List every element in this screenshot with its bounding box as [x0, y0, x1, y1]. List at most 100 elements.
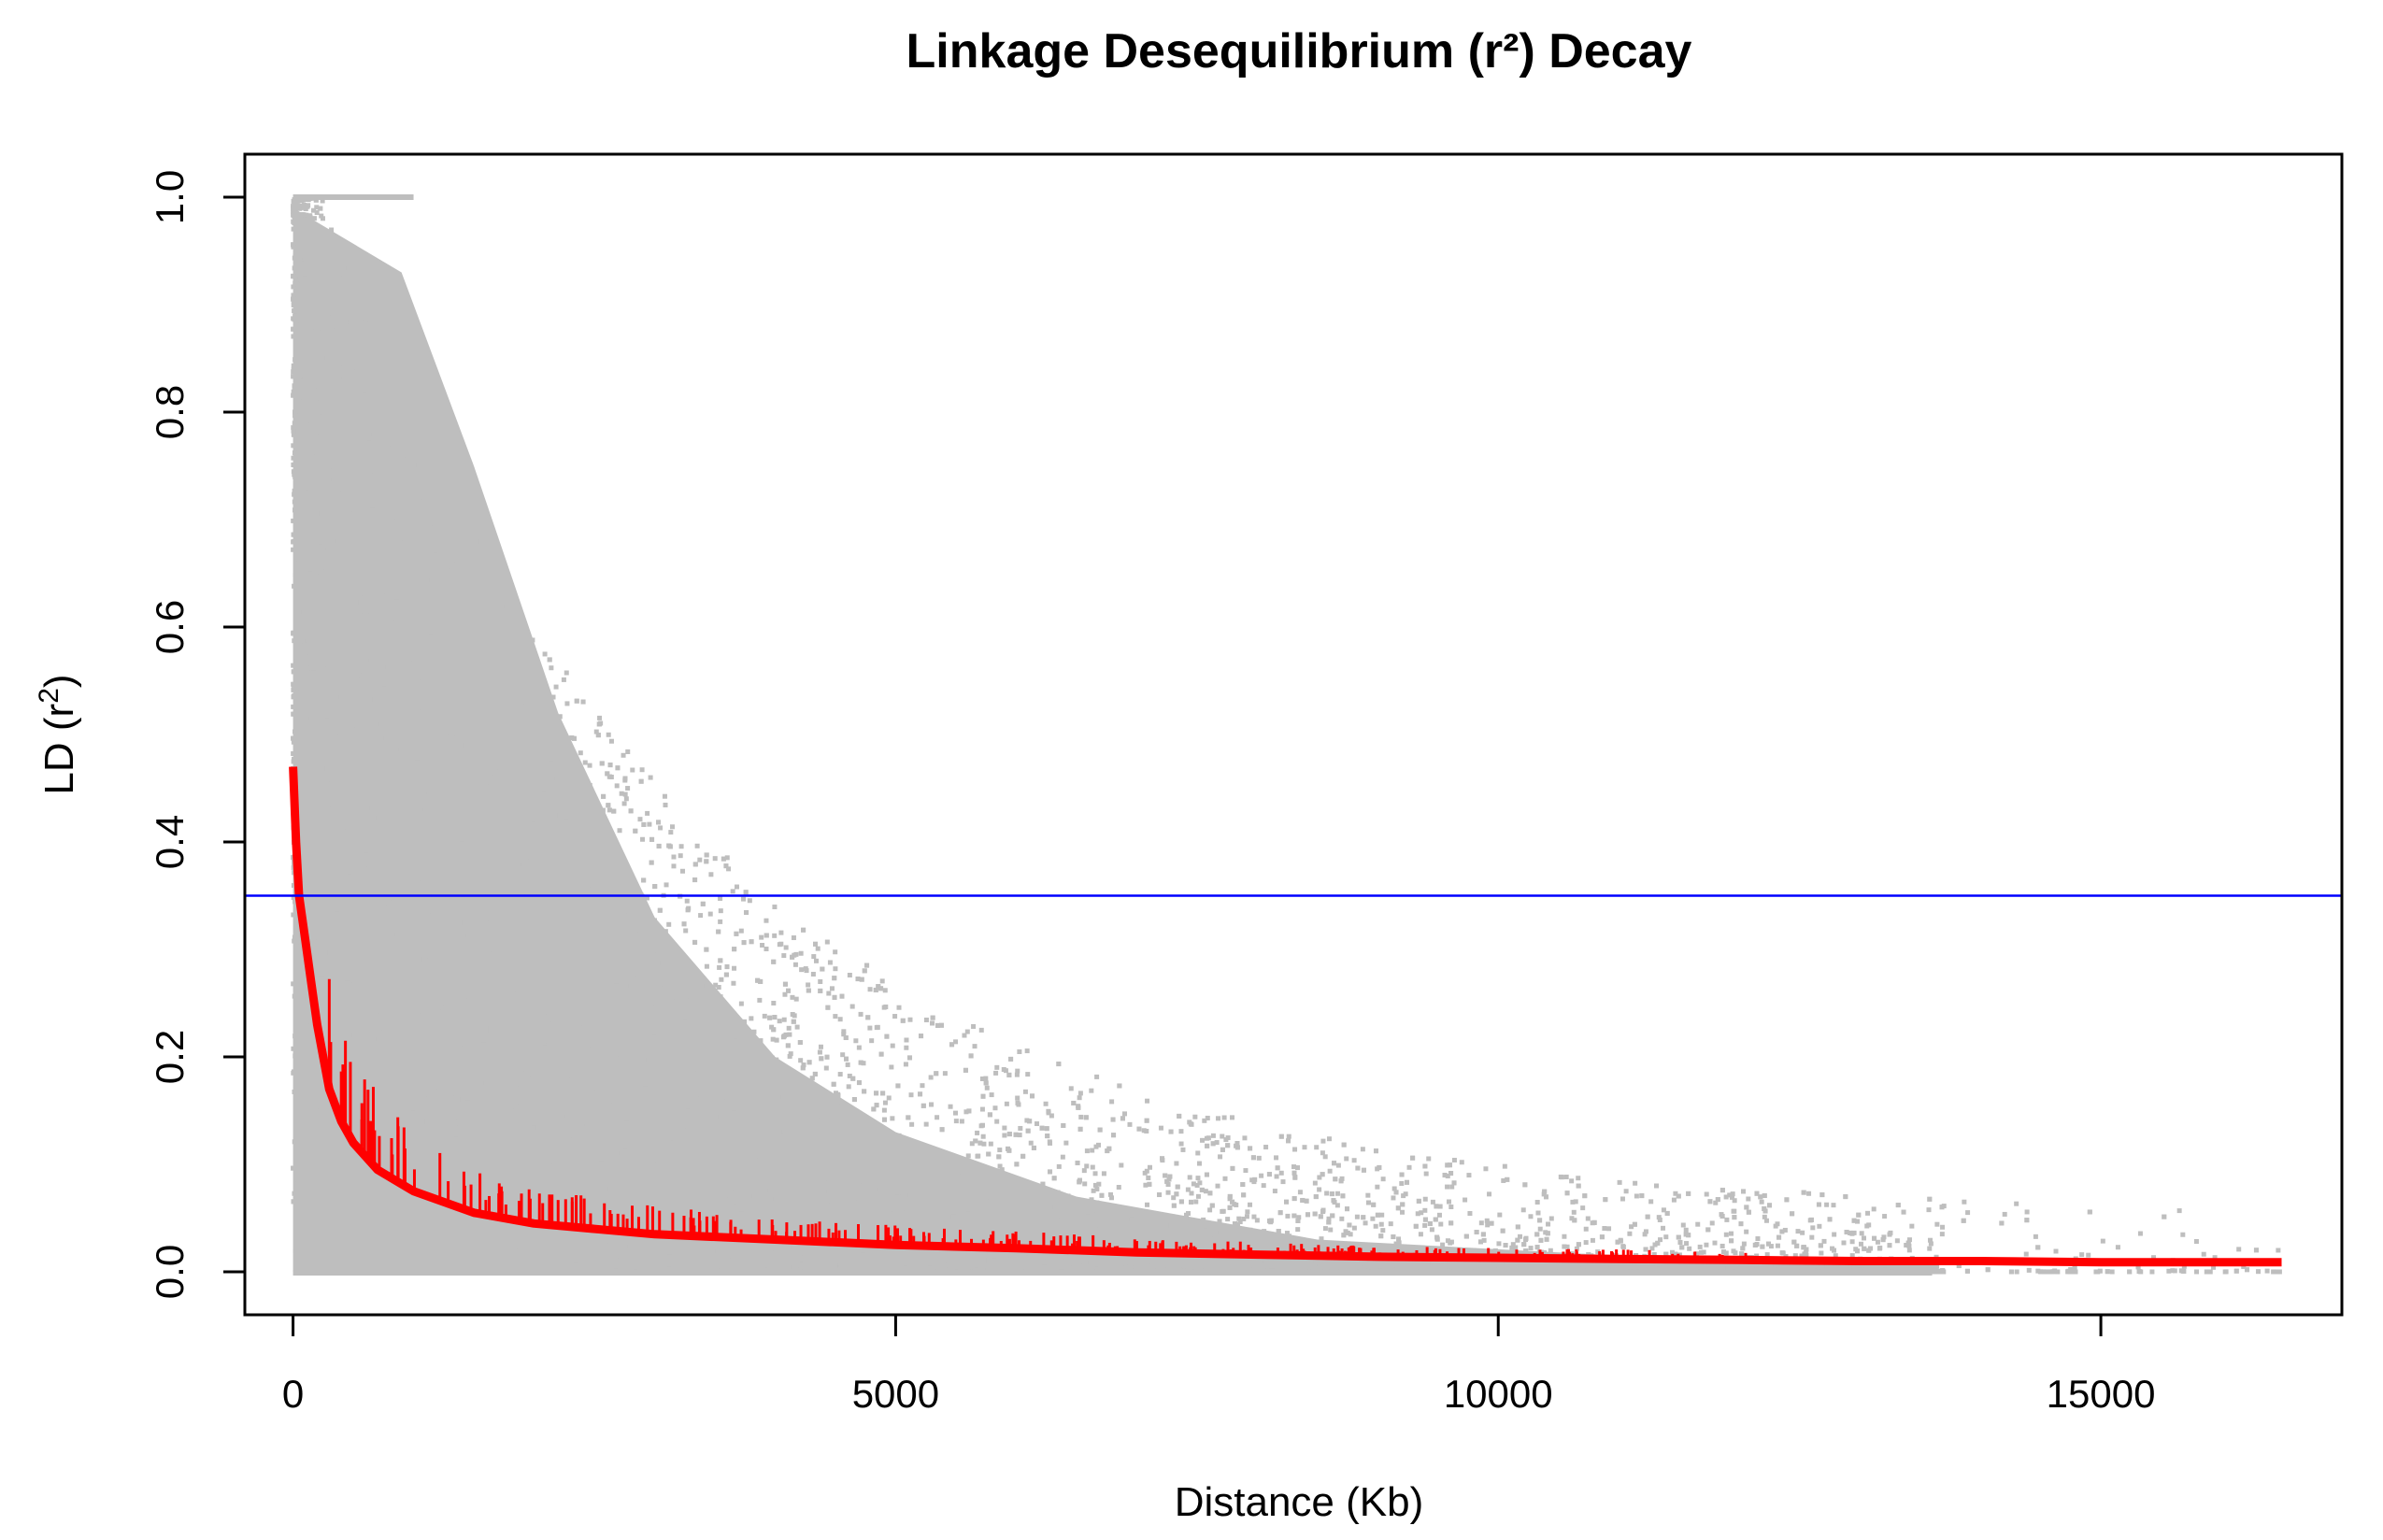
scatter-point	[1141, 1128, 1147, 1134]
scatter-point	[2079, 1252, 2085, 1258]
scatter-point	[1406, 1164, 1412, 1170]
scatter-point	[1351, 1225, 1357, 1231]
scatter-point	[448, 1231, 453, 1236]
scatter-point	[392, 411, 397, 417]
scatter-point	[639, 1261, 645, 1266]
scatter-point	[1831, 1203, 1836, 1208]
scatter-point	[488, 779, 493, 785]
scatter-point	[552, 809, 558, 815]
scatter-point	[2053, 1248, 2059, 1254]
scatter-point	[634, 948, 639, 953]
scatter-point	[500, 904, 506, 909]
scatter-point	[350, 439, 355, 445]
scatter-point	[859, 1258, 864, 1263]
scatter-point	[1478, 1220, 1484, 1226]
scatter-point	[2181, 1263, 2187, 1269]
scatter-point	[625, 749, 631, 754]
scatter-point	[409, 765, 415, 771]
scatter-point	[297, 933, 303, 938]
scatter-point	[441, 1036, 447, 1042]
scatter-point	[748, 1134, 753, 1140]
scatter-point	[450, 825, 456, 831]
scatter-point	[372, 424, 378, 430]
scatter-point	[658, 1220, 664, 1226]
scatter-point	[1022, 1089, 1028, 1094]
scatter-point	[1154, 1230, 1160, 1235]
scatter-point	[489, 669, 494, 675]
scatter-point	[291, 425, 296, 431]
scatter-point	[402, 900, 407, 905]
scatter-point	[932, 1221, 937, 1227]
scatter-point	[623, 796, 629, 802]
scatter-point	[1548, 1262, 1553, 1268]
scatter-point	[362, 555, 367, 561]
scatter-point	[617, 953, 622, 959]
scatter-point	[924, 1237, 930, 1243]
scatter-point	[678, 1024, 683, 1030]
scatter-point	[1045, 1257, 1050, 1262]
scatter-point	[1658, 1237, 1663, 1243]
scatter-point	[1673, 1191, 1678, 1196]
scatter-point	[1068, 1086, 1074, 1091]
scatter-point	[653, 1093, 659, 1099]
scatter-point	[759, 934, 764, 940]
scatter-point	[574, 1050, 579, 1056]
scatter-point	[933, 1264, 938, 1270]
scatter-point	[1934, 1263, 1939, 1269]
scatter-point	[1171, 1195, 1177, 1201]
scatter-point	[446, 1158, 451, 1163]
scatter-point	[696, 1264, 702, 1270]
scatter-point	[1449, 1262, 1455, 1267]
scatter-point	[847, 1073, 852, 1078]
scatter-point	[678, 844, 684, 849]
scatter-point	[638, 1142, 644, 1148]
scatter-point	[580, 1010, 586, 1016]
scatter-point	[790, 994, 795, 1000]
scatter-point	[491, 799, 496, 805]
scatter-point	[1017, 1133, 1022, 1138]
scatter-point	[1520, 1266, 1525, 1272]
scatter-point	[750, 1055, 756, 1061]
scatter-point	[1234, 1262, 1240, 1267]
scatter-point	[519, 880, 524, 886]
scatter-point	[537, 1261, 543, 1266]
scatter-point	[749, 1050, 755, 1056]
scatter-point	[361, 356, 366, 362]
scatter-point	[1272, 1189, 1277, 1194]
scatter-point	[347, 768, 352, 774]
scatter-point	[517, 655, 522, 661]
scatter-point	[1434, 1262, 1439, 1268]
scatter-point	[380, 1186, 386, 1191]
scatter-point	[440, 505, 446, 510]
scatter-point	[576, 1127, 581, 1133]
scatter-point	[354, 486, 360, 492]
scatter-point	[1472, 1248, 1477, 1253]
scatter-point	[327, 335, 333, 341]
scatter-point	[675, 1095, 680, 1101]
scatter-point	[671, 863, 677, 869]
scatter-point	[301, 719, 307, 724]
scatter-point	[567, 882, 573, 888]
scatter-point	[579, 828, 585, 834]
scatter-point	[297, 578, 303, 584]
scatter-point	[574, 1191, 579, 1197]
scatter-point	[1583, 1226, 1589, 1232]
scatter-point	[1065, 1193, 1071, 1199]
scatter-point	[742, 1127, 748, 1133]
scatter-point	[1571, 1209, 1577, 1215]
scatter-point	[553, 684, 559, 690]
scatter-point	[1056, 1262, 1062, 1268]
scatter-point	[519, 677, 524, 682]
scatter-point	[421, 720, 427, 726]
scatter-point	[332, 856, 337, 862]
scatter-point	[985, 1190, 991, 1195]
scatter-point	[628, 1077, 634, 1082]
scatter-point	[291, 883, 296, 889]
scatter-point	[1203, 1189, 1208, 1194]
scatter-point	[1185, 1187, 1191, 1192]
scatter-point	[450, 1183, 456, 1189]
scatter-point	[484, 1064, 490, 1070]
scatter-point	[553, 1155, 559, 1161]
scatter-point	[506, 1016, 511, 1021]
scatter-point	[500, 1029, 506, 1034]
